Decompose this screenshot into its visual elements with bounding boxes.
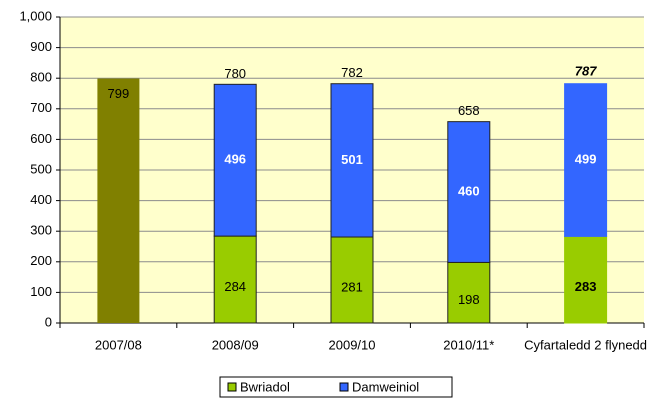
bar-segment <box>447 261 491 324</box>
y-tick-label: 700 <box>30 100 52 115</box>
y-tick-label: 1,000 <box>19 8 52 23</box>
y-tick-label: 500 <box>30 161 52 176</box>
value-label: 284 <box>224 279 246 294</box>
legend-swatch <box>227 382 237 392</box>
legend-label: Damweiniol <box>352 379 419 394</box>
total-label: 780 <box>224 66 246 81</box>
legend-label: Bwriadol <box>240 379 290 394</box>
value-label: 499 <box>575 151 597 166</box>
bar-segment <box>330 236 374 324</box>
value-label: 283 <box>575 279 597 294</box>
y-tick-label: 800 <box>30 70 52 85</box>
y-tick-label: 600 <box>30 131 52 146</box>
y-tick-label: 400 <box>30 192 52 207</box>
value-label: 501 <box>341 152 363 167</box>
value-label: 281 <box>341 279 363 294</box>
y-tick-label: 900 <box>30 39 52 54</box>
legend-box <box>219 376 453 398</box>
bar-segment <box>564 235 608 324</box>
total-label: 782 <box>341 65 363 80</box>
bar-segment <box>447 121 491 263</box>
bar-segment <box>213 83 257 237</box>
y-tick-label: 100 <box>30 284 52 299</box>
x-tick-label: 2010/11* <box>443 337 494 352</box>
value-label: 496 <box>224 152 246 167</box>
x-tick-label: Cyfartaledd 2 flynedd <box>524 337 647 352</box>
y-tick-label: 300 <box>30 223 52 238</box>
legend-swatch <box>339 382 349 392</box>
value-label: 198 <box>458 292 480 307</box>
total-label: 799 <box>108 86 130 101</box>
total-label: 658 <box>458 103 480 118</box>
total-label: 787 <box>575 64 597 79</box>
bar-segment <box>564 83 608 237</box>
x-tick-label: 2008/09 <box>212 337 259 352</box>
y-tick-label: 200 <box>30 253 52 268</box>
bar-segment <box>330 83 374 238</box>
bar-segment <box>213 235 257 324</box>
x-tick-label: 2009/10 <box>329 337 376 352</box>
value-label: 460 <box>458 183 480 198</box>
x-tick-label: 2007/08 <box>95 337 142 352</box>
bar <box>97 78 140 323</box>
y-tick-label: 0 <box>45 314 52 329</box>
